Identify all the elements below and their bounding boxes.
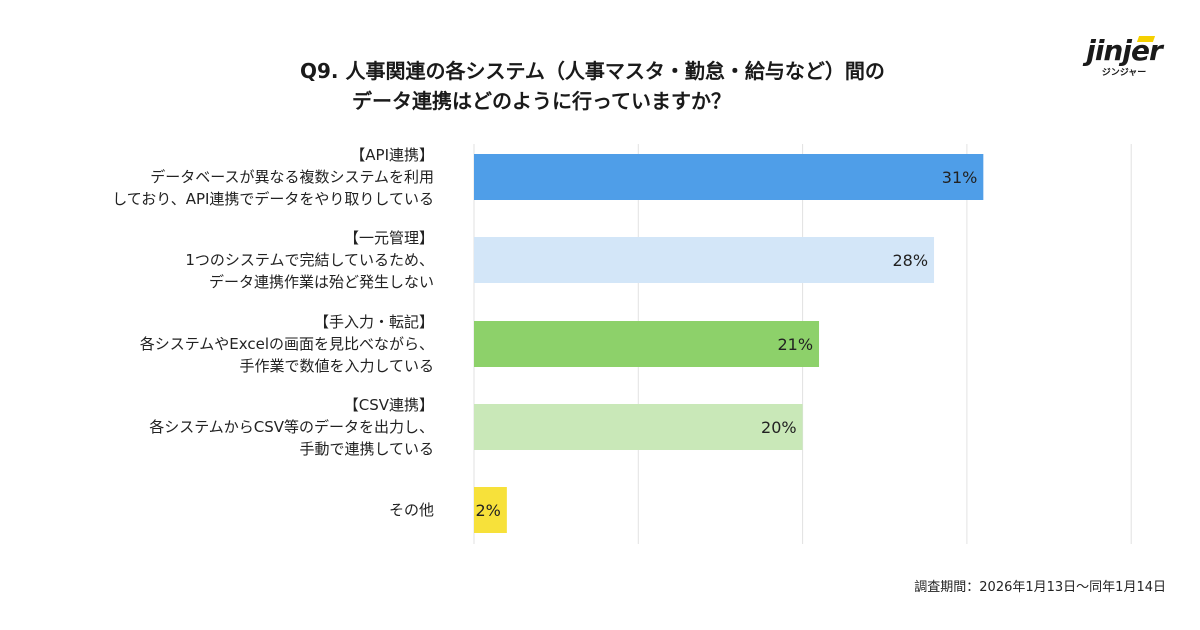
category-label-line: 【CSV連携】 <box>343 396 434 414</box>
bar-3 <box>474 404 803 450</box>
category-label-other: その他 <box>14 499 434 521</box>
bar-1 <box>474 237 935 283</box>
data-label-2: 21% <box>777 335 813 354</box>
category-label-line: 各システムからCSV等のデータを出力し、 <box>149 418 434 436</box>
category-label-api: 【API連携】 データベースが異なる複数システムを利用 しており、API連携でデ… <box>14 144 434 210</box>
category-label-line: データベースが異なる複数システムを利用 <box>150 168 434 186</box>
jinjer-logo: jinjer ジンジャー <box>1084 34 1164 84</box>
bar-2 <box>474 321 820 367</box>
category-label-line: その他 <box>388 501 434 519</box>
category-label-unified: 【一元管理】 1つのシステムで完結しているため、 データ連携作業は殆ど発生しない <box>14 227 434 293</box>
data-label-1: 28% <box>892 251 928 270</box>
chart-title-line2: データ連携はどのように行っていますか？ <box>352 89 731 113</box>
category-label-line: 1つのシステムで完結しているため、 <box>185 251 434 269</box>
category-label-line: データ連携作業は殆ど発生しない <box>208 273 434 291</box>
category-label-line: しており、API連携でデータをやり取りしている <box>112 190 434 208</box>
bar-4 <box>474 487 507 533</box>
category-label-line: 【手入力・転記】 <box>313 313 434 331</box>
chart-title: Q9. 人事関連の各システム（人事マスタ・勤怠・給与など）間の データ連携はどの… <box>300 56 900 116</box>
data-label-0: 31% <box>942 168 978 187</box>
chart-title-line1: Q9. 人事関連の各システム（人事マスタ・勤怠・給与など）間の <box>300 59 885 83</box>
bar-0 <box>474 154 984 200</box>
data-label-4: 2% <box>475 501 500 520</box>
logo-kana: ジンジャー <box>1101 68 1147 78</box>
category-label-manual: 【手入力・転記】 各システムやExcelの画面を見比べながら、 手作業で数値を入… <box>14 311 434 377</box>
category-label-line: 手作業で数値を入力している <box>239 357 434 375</box>
survey-period: 調査期間：2026年1月13日〜同年1月14日 <box>914 580 1166 595</box>
category-label-line: 各システムやExcelの画面を見比べながら、 <box>139 335 434 353</box>
category-label-line: 【API連携】 <box>350 146 434 164</box>
category-label-line: 【一元管理】 <box>343 229 434 247</box>
category-label-csv: 【CSV連携】 各システムからCSV等のデータを出力し、 手動で連携している <box>14 394 434 460</box>
category-label-line: 手動で連携している <box>299 440 434 458</box>
data-label-3: 20% <box>761 418 797 437</box>
